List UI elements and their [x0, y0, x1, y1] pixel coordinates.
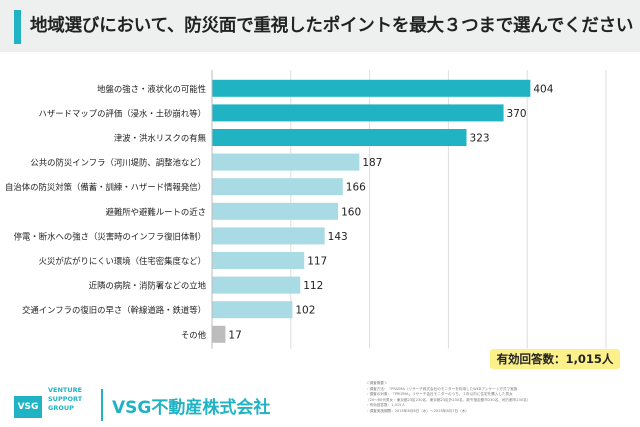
bar	[212, 202, 339, 220]
bar	[212, 227, 325, 245]
data-label: 370	[507, 108, 527, 120]
survey-note-line: ・調査実施期間：2025年8月6日（水）〜2025年8月7日（木）	[366, 408, 469, 413]
bar	[212, 104, 504, 122]
bar	[212, 301, 293, 319]
survey-note-line: ・調査の対象：「PRIZMA」リサーチ会社モニターのうち、１年以内に住宅を購入し…	[366, 392, 513, 397]
category-label: 近隣の病院・消防署などの立地	[89, 281, 207, 291]
category-label: 自治体の防災対策（備蓄・訓練・ハザード情報発信）	[5, 182, 206, 192]
title-accent-bar	[14, 10, 21, 44]
data-label: 323	[470, 133, 490, 145]
survey-notes: ＜調査概要＞ ・調査方法：「PRIZMA（リサーチ株式会社のモニターを利用したW…	[366, 381, 634, 415]
data-label: 187	[362, 157, 382, 169]
survey-note-line: ＜調査概要＞	[366, 381, 388, 385]
category-label: 地盤の強さ・液状化の可能性	[97, 84, 206, 94]
bar	[212, 79, 531, 97]
data-label: 166	[346, 182, 366, 194]
vsg-logo-icon: VSG	[14, 396, 42, 418]
data-label: 17	[228, 329, 241, 341]
survey-note-line: ・有効回答数：1,015人	[366, 403, 406, 408]
logo-line: GROUP	[48, 404, 74, 412]
footer: VSG VENTURE SUPPORT GROUP VSG不動産株式会社 ＜調査…	[0, 375, 640, 427]
bar	[212, 325, 226, 343]
bar	[212, 276, 301, 294]
company-name: VSG不動産株式会社	[112, 398, 271, 418]
data-label: 404	[533, 83, 553, 95]
bar	[212, 153, 360, 171]
bar	[212, 178, 343, 196]
title-bar: 地域選びにおいて、防災面で重視したポイントを最大３つまで選んでください	[0, 0, 640, 52]
respondent-count-badge: 有効回答数：1,015人	[490, 349, 620, 369]
bar	[212, 252, 305, 269]
category-label: 交通インフラの復旧の早さ（幹線道路・鉄道等）	[22, 305, 206, 315]
chart-title: 地域選びにおいて、防災面で重視したポイントを最大３つまで選んでください	[30, 16, 634, 36]
category-label: 停電・断水への強さ（災害時のインフラ復旧体制）	[14, 231, 206, 241]
survey-note-line: （20〜60代男女・東京都23区230名、東京都23区外230名、政令指定都市2…	[366, 397, 531, 402]
category-label: 津波・洪水リスクの有無	[114, 133, 207, 143]
data-label: 160	[341, 206, 361, 218]
bar-chart: 0100200300400500地盤の強さ・液状化の可能性404ハザードマップの…	[5, 70, 607, 349]
logo-divider	[101, 389, 103, 421]
logo-line: VENTURE	[48, 386, 83, 394]
category-label: ハザードマップの評価（浸水・土砂崩れ等）	[39, 108, 207, 118]
data-label: 143	[328, 231, 348, 243]
category-label: 公共の防災インフラ（河川堤防、調整池など）	[30, 158, 206, 168]
category-label: その他	[181, 330, 207, 340]
data-label: 102	[295, 305, 315, 317]
bar	[212, 129, 467, 146]
logo-subtext: VENTURE SUPPORT GROUP	[48, 386, 94, 413]
data-label: 112	[303, 280, 323, 292]
logo-line: SUPPORT	[48, 395, 83, 403]
category-label: 火災が広がりにくい環境（住宅密集度など）	[39, 256, 206, 266]
category-label: 避難所や避難ルートの近さ	[106, 207, 207, 217]
survey-note-line: ・調査方法：「PRIZMA（リサーチ株式会社のモニターを利用したWEBアンケート…	[366, 386, 518, 391]
data-label: 117	[307, 256, 327, 268]
